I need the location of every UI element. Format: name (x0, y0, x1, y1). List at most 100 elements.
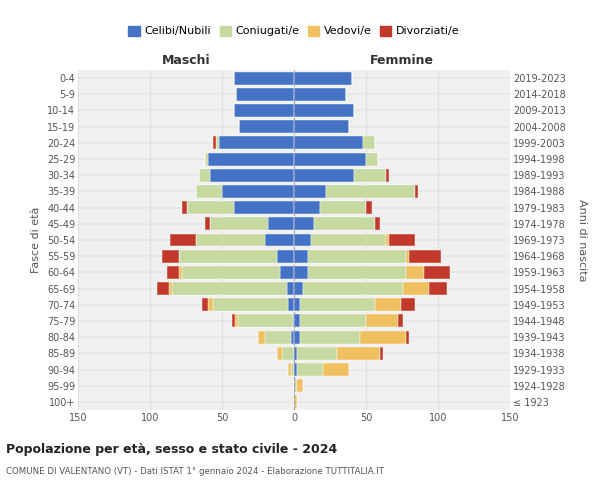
Bar (157, 282, 169, 295)
Bar (300, 314, 366, 328)
Bar (337, 347, 380, 360)
Bar (233, 72, 294, 85)
Bar (302, 282, 403, 295)
Bar (214, 298, 288, 311)
Bar (294, 330, 300, 344)
Bar (320, 201, 366, 214)
Bar (294, 282, 302, 295)
Bar (291, 363, 294, 376)
Bar (294, 250, 308, 262)
Bar (288, 298, 294, 311)
Bar (294, 234, 311, 246)
Bar (277, 347, 283, 360)
Bar (202, 298, 208, 311)
Bar (300, 298, 374, 311)
Bar (283, 347, 294, 360)
Bar (205, 152, 208, 166)
Bar (293, 314, 294, 328)
Bar (294, 88, 346, 101)
Bar (294, 396, 297, 408)
Bar (179, 250, 277, 262)
Text: COMUNE DI VALENTANO (VT) - Dati ISTAT 1° gennaio 2024 - Elaborazione TUTTITALIA.: COMUNE DI VALENTANO (VT) - Dati ISTAT 1°… (6, 468, 384, 476)
Bar (424, 266, 449, 279)
Bar (233, 104, 294, 117)
Bar (386, 169, 389, 181)
Bar (211, 218, 268, 230)
Bar (182, 266, 280, 279)
Bar (216, 136, 219, 149)
Bar (363, 136, 374, 149)
Bar (208, 298, 214, 311)
Bar (386, 234, 389, 246)
Bar (167, 266, 179, 279)
Bar (179, 266, 182, 279)
Bar (314, 218, 374, 230)
Y-axis label: Anni di nascita: Anni di nascita (577, 198, 587, 281)
Bar (389, 234, 415, 246)
Bar (406, 250, 409, 262)
Bar (277, 250, 294, 262)
Bar (366, 201, 372, 214)
Bar (326, 185, 415, 198)
Y-axis label: Fasce di età: Fasce di età (31, 207, 41, 273)
Bar (222, 185, 294, 198)
Bar (196, 234, 265, 246)
Bar (287, 282, 294, 295)
Bar (294, 185, 326, 198)
Bar (366, 152, 377, 166)
Text: Femmine: Femmine (370, 54, 434, 68)
Bar (311, 234, 386, 246)
Bar (297, 347, 337, 360)
Bar (265, 234, 294, 246)
Bar (294, 136, 363, 149)
Bar (300, 330, 360, 344)
Bar (398, 314, 403, 328)
Bar (374, 298, 401, 311)
Bar (214, 136, 216, 149)
Bar (280, 266, 294, 279)
Bar (294, 120, 349, 133)
Bar (308, 266, 406, 279)
Bar (235, 314, 238, 328)
Bar (288, 363, 291, 376)
Bar (406, 330, 409, 344)
Bar (170, 234, 196, 246)
Bar (294, 379, 297, 392)
Bar (265, 330, 291, 344)
Bar (308, 250, 406, 262)
Bar (401, 298, 415, 311)
Bar (294, 298, 300, 311)
Bar (236, 88, 294, 101)
Bar (355, 169, 386, 181)
Bar (238, 314, 293, 328)
Bar (409, 250, 441, 262)
Bar (360, 330, 406, 344)
Bar (219, 136, 294, 149)
Bar (294, 314, 300, 328)
Bar (294, 104, 355, 117)
Bar (374, 218, 380, 230)
Text: Popolazione per età, sesso e stato civile - 2024: Popolazione per età, sesso e stato civil… (6, 442, 337, 456)
Bar (208, 152, 294, 166)
Bar (205, 218, 211, 230)
Bar (211, 169, 294, 181)
Bar (297, 363, 323, 376)
Text: Maschi: Maschi (161, 54, 211, 68)
Bar (366, 314, 398, 328)
Bar (294, 218, 314, 230)
Bar (233, 201, 294, 214)
Legend: Celibi/Nubili, Coniugati/e, Vedovi/e, Divorziati/e: Celibi/Nubili, Coniugati/e, Vedovi/e, Di… (124, 21, 464, 41)
Bar (187, 201, 233, 214)
Bar (294, 169, 355, 181)
Bar (172, 282, 287, 295)
Bar (415, 185, 418, 198)
Bar (232, 314, 235, 328)
Bar (294, 201, 320, 214)
Bar (294, 72, 352, 85)
Bar (294, 347, 297, 360)
Bar (297, 379, 302, 392)
Bar (169, 282, 172, 295)
Bar (294, 363, 297, 376)
Bar (323, 363, 349, 376)
Bar (430, 282, 446, 295)
